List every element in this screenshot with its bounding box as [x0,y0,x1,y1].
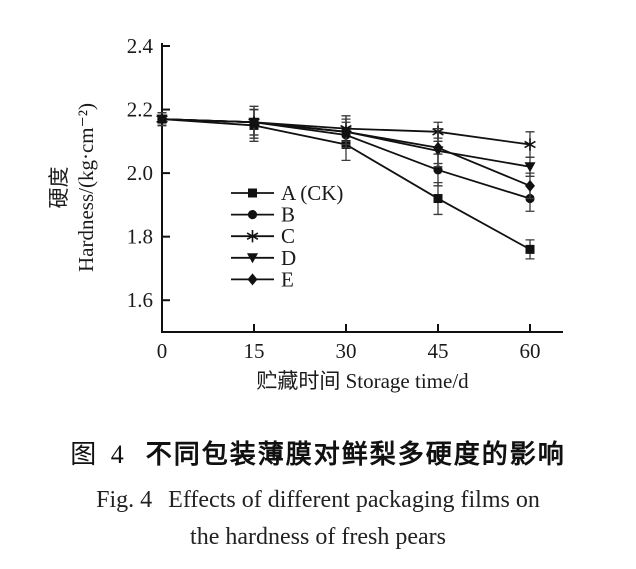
legend-item-e [231,273,274,286]
figure-number-en: Fig. 4 [96,487,153,513]
y-axis-label-zh: 硬度 [47,167,71,209]
data-point-d-60 [524,162,536,173]
x-axis-label: 贮藏时间 Storage time/d [256,369,469,393]
data-point-e-15 [249,116,259,129]
figure-number-zh: 图 4 [70,440,128,469]
data-point-a-ck-60 [525,244,535,254]
data-point-e-0 [157,113,167,126]
data-point-b-45 [433,165,443,175]
legend-marker-d [247,253,258,264]
data-point-e-60 [525,179,535,192]
data-point-e-30 [341,125,351,138]
legend-label-d: D [281,246,296,270]
x-tick-label: 30 [336,339,357,363]
figure-title-en: Effects of different packaging films on [168,487,540,513]
figure-caption-zh: 图 4 不同包装薄膜对鲜梨多硬度的影响 [0,434,636,471]
data-point-c-60 [524,138,536,151]
y-tick-label: 2.2 [127,98,153,122]
legend-label-a-ck: A (CK) [281,181,343,205]
figure-title-zh: 不同包装薄膜对鲜梨多硬度的影响 [145,439,566,469]
legend [231,188,274,286]
x-tick-label: 45 [428,339,449,363]
legend-item-d [231,253,274,264]
data-point-a-ck-45 [433,194,443,204]
y-tick-label: 1.6 [127,288,153,312]
y-tick-label: 1.8 [127,225,153,249]
y-tick-label: 2.4 [127,34,154,58]
legend-label-c: C [281,224,295,248]
data-point-e-45 [433,141,443,154]
legend-item-b [231,210,274,220]
figure-caption-en-line2: the hardness of fresh pears [190,524,446,550]
figure-caption-en-line1: Fig. 4 Effects of different packaging fil… [0,487,636,514]
x-tick-label: 60 [520,339,541,363]
axes [161,43,563,333]
y-tick-label: 2.0 [127,161,153,185]
legend-marker-e [247,273,258,286]
legend-label-b: B [281,203,295,227]
series-e [157,105,535,200]
hardness-line-chart: 1.6 1.8 2.0 2.2 2.4 0 15 30 45 60 贮藏时间 Storage tim… [47,34,563,393]
legend-marker-b [247,210,258,220]
x-tick-label: 15 [244,339,265,363]
y-axis-label-en: Hardness/(kg·cm⁻²) [74,103,98,272]
legend-item-c [231,230,274,243]
legend-marker-a-ck [248,188,257,198]
legend-item-a-ck [231,188,274,198]
x-tick-label: 0 [157,339,168,363]
legend-label-e: E [281,267,294,291]
legend-marker-c [246,230,259,243]
